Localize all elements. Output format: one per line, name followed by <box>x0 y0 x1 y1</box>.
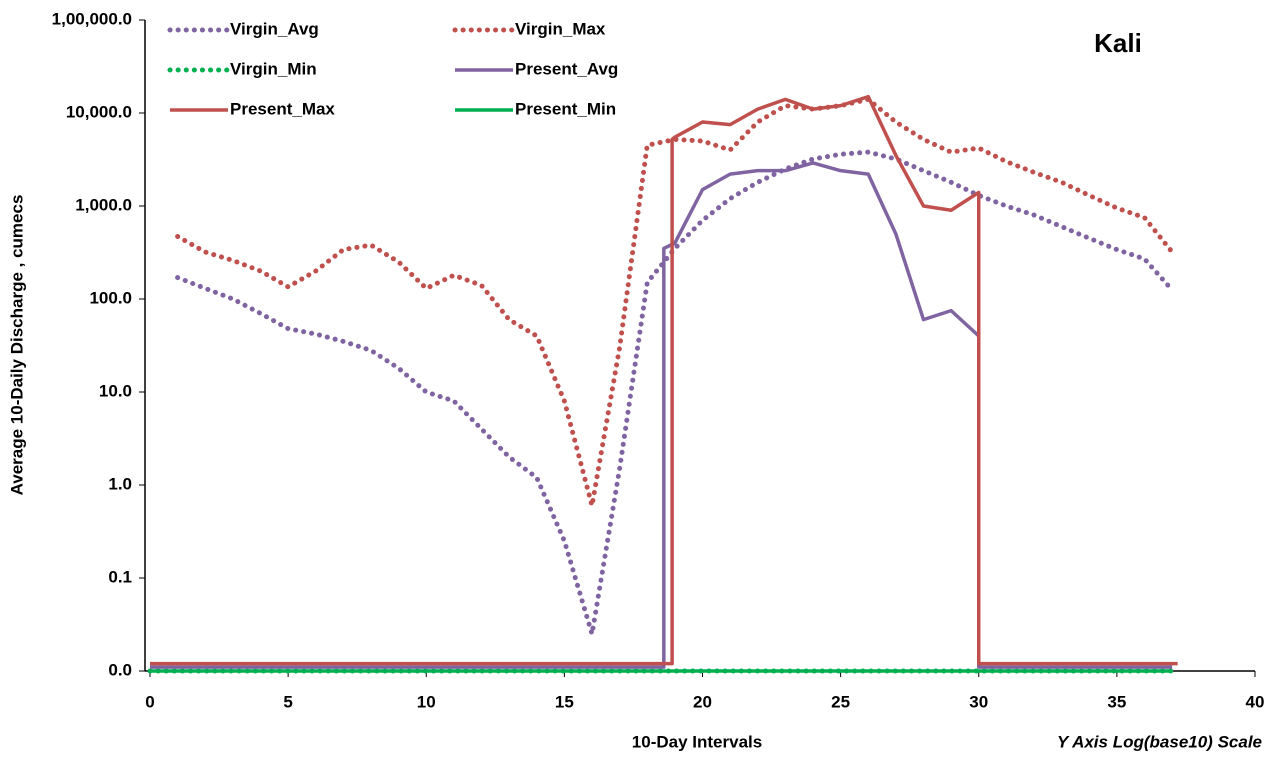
legend-label: Present_Max <box>230 99 335 118</box>
x-tick-label: 10 <box>417 692 436 711</box>
series-line <box>150 161 1173 669</box>
x-tick-label: 40 <box>1246 692 1265 711</box>
y-tick-label: 0.1 <box>108 567 132 586</box>
series-line <box>175 149 1175 635</box>
y-axis-label: Average 10-Daily Discharge , cumecs <box>7 195 26 496</box>
x-tick-label: 0 <box>145 692 154 711</box>
y-tick-label: 1,000.0 <box>75 195 132 214</box>
x-tick-label: 15 <box>555 692 574 711</box>
y-tick-label: 1.0 <box>108 474 132 493</box>
series-line <box>150 94 1178 666</box>
legend-label: Virgin_Min <box>230 59 317 78</box>
y-tick-label: 0.0 <box>108 660 132 679</box>
y-tick-label: 100.0 <box>89 288 132 307</box>
legend-label: Virgin_Max <box>515 19 606 38</box>
x-tick-label: 25 <box>831 692 850 711</box>
series-line <box>175 96 1175 507</box>
x-tick-label: 20 <box>693 692 712 711</box>
legend-label: Virgin_Avg <box>230 19 319 38</box>
legend-label: Present_Min <box>515 99 616 118</box>
y-tick-label: 10,000.0 <box>66 102 132 121</box>
y-tick-label: 1,00,000.0 <box>52 9 132 28</box>
chart-title: Kali <box>1094 28 1142 58</box>
x-tick-label: 5 <box>283 692 292 711</box>
y-tick-label: 10.0 <box>99 381 132 400</box>
x-axis-label: 10-Day Intervals <box>632 732 762 751</box>
x-tick-label: 30 <box>969 692 988 711</box>
x-tick-label: 35 <box>1107 692 1126 711</box>
legend-label: Present_Avg <box>515 59 618 78</box>
annotation: Y Axis Log(base10) Scale <box>1057 732 1262 751</box>
